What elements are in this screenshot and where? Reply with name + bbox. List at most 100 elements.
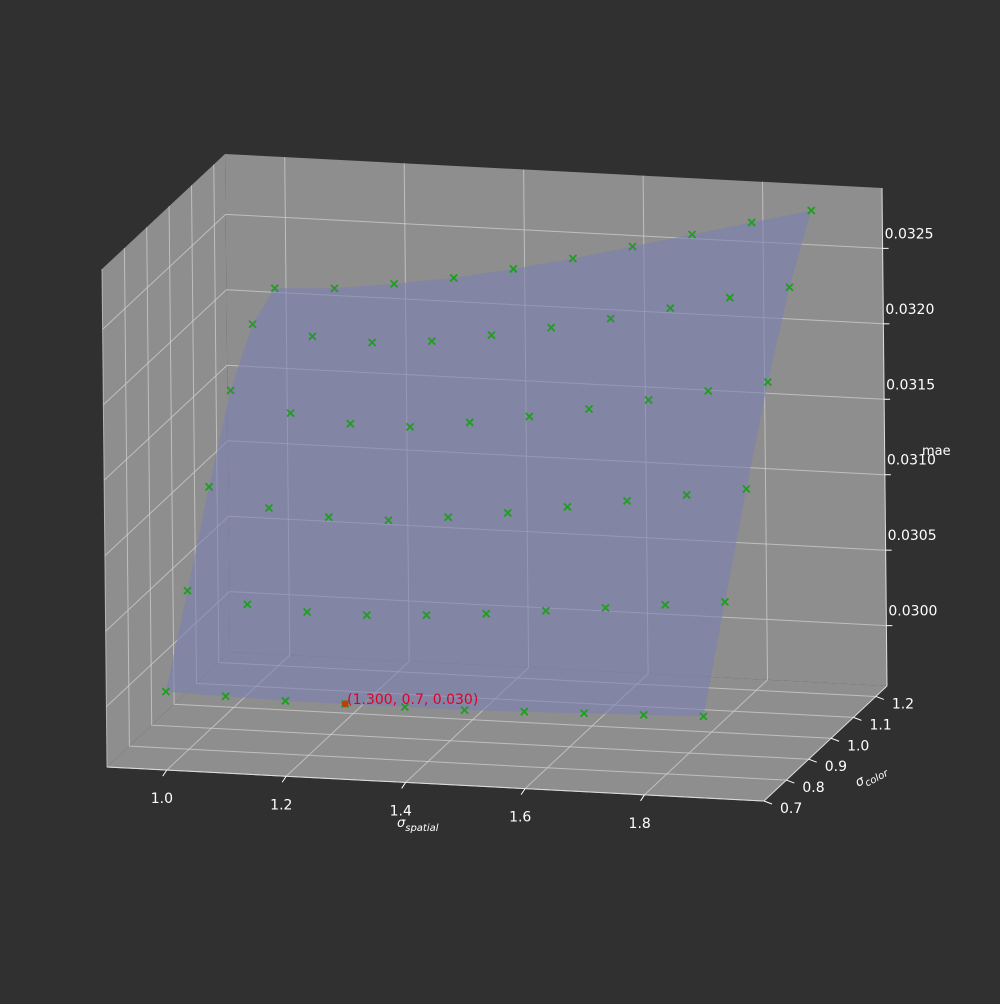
y-tick-label: 0.7: [780, 801, 802, 817]
data-points-layer: (1.300, 0.7, 0.030): [161, 206, 816, 721]
data-point-marker: [405, 422, 415, 432]
data-point-marker: [400, 702, 410, 712]
data-point-marker: [324, 513, 333, 522]
data-point-marker: [606, 314, 615, 323]
x-tick-mark: [520, 788, 526, 795]
data-point-marker: [308, 332, 317, 341]
data-point-marker: [302, 607, 312, 617]
data-point-marker: [704, 386, 713, 396]
tick-labels-layer: 1.0 1.2 1.4 1.6 1.80.70.80.91.01.11.20.03000…: [151, 226, 938, 831]
data-point-marker: [503, 508, 512, 517]
y-tick-mark: [853, 716, 862, 721]
data-point-marker: [427, 336, 436, 346]
data-point-marker: [763, 377, 772, 387]
data-point-marker: [807, 206, 816, 215]
highlight-point: [341, 700, 349, 708]
data-point-marker: [568, 254, 578, 263]
x-tick-label: 1.2: [270, 797, 292, 813]
x-axis-label: spatial: [405, 823, 439, 834]
z-tick-label: 0.0320: [885, 302, 934, 318]
x-tick-mark: [640, 794, 645, 802]
data-point-marker: [785, 283, 794, 292]
surface-layer: [165, 210, 812, 717]
data-point-marker: [367, 338, 377, 347]
data-point-marker: [460, 705, 469, 715]
data-point-marker: [264, 503, 274, 513]
y-grid-line: [168, 206, 832, 739]
data-point-marker: [525, 412, 534, 421]
data-point-marker: [449, 273, 458, 283]
data-point-marker: [161, 687, 171, 696]
y-tick-mark: [808, 758, 817, 763]
y-tick-mark: [830, 737, 840, 742]
data-point-marker: [286, 409, 295, 418]
data-point-marker: [389, 279, 399, 289]
data-point-marker: [601, 603, 610, 612]
data-point-marker: [422, 611, 431, 620]
x-tick-mark: [281, 775, 287, 783]
data-point-marker: [221, 692, 230, 701]
data-point-marker: [687, 230, 697, 239]
y-tick-label: 0.9: [825, 759, 847, 775]
data-point-marker: [204, 482, 214, 491]
fitted-surface: [165, 210, 812, 717]
data-point-marker: [248, 320, 257, 329]
data-point-marker: [563, 502, 572, 512]
data-point-marker: [443, 513, 453, 522]
y-grid-line: [146, 227, 809, 760]
data-point-marker: [628, 242, 637, 251]
x-axis-title: σspatial: [397, 816, 439, 834]
x-tick-label: 1.8: [629, 816, 651, 832]
data-point-marker: [644, 395, 653, 405]
data-point-marker: [682, 490, 691, 500]
data-point-marker: [281, 696, 290, 705]
x-tick-mark: [401, 782, 407, 789]
data-point-marker: [509, 264, 518, 274]
z-axis-label: mae: [922, 444, 951, 459]
data-point-marker: [330, 284, 339, 293]
x-tick-label: 1.4: [390, 803, 412, 819]
x-axis-line: [106, 766, 765, 802]
z-tick-label: 0.0315: [886, 377, 935, 393]
data-point-marker: [720, 597, 730, 607]
y-tick-label: 1.1: [869, 717, 891, 733]
z-grid-line: [102, 213, 883, 330]
data-point-marker: [482, 609, 491, 618]
x-tick-label: 1.6: [509, 810, 531, 826]
data-point-marker: [747, 218, 756, 227]
data-point-marker: [520, 707, 529, 716]
data-point-marker: [541, 606, 551, 615]
y-tick-label: 1.2: [892, 696, 914, 712]
data-point-marker: [243, 600, 252, 609]
x-tick-mark: [162, 769, 168, 777]
data-point-marker: [226, 386, 235, 395]
y-axis-title: σcolor: [853, 761, 891, 793]
z-tick-label: 0.0300: [888, 604, 937, 620]
data-point-marker: [270, 284, 279, 293]
data-point-marker: [346, 419, 355, 428]
data-point-marker: [666, 304, 675, 313]
y-axis-label: color: [863, 768, 891, 790]
z-tick-label: 0.0310: [887, 453, 936, 469]
z-tick-label: 0.0305: [888, 528, 937, 544]
y-tick-mark: [875, 695, 884, 700]
data-point-marker: [725, 293, 734, 302]
z-axis-line: [881, 187, 888, 687]
x-axis-symbol: σ: [397, 816, 406, 831]
data-point-marker: [742, 484, 751, 494]
data-point-marker: [465, 418, 474, 427]
z-tick-label: 0.0325: [885, 226, 934, 242]
y-tick-mark: [763, 800, 773, 805]
y-tick-label: 0.8: [802, 780, 824, 796]
data-point-marker: [362, 610, 371, 620]
data-point-marker: [622, 496, 632, 506]
x-tick-label: 1.0: [151, 791, 173, 807]
y-axis-line: [763, 685, 888, 802]
data-point-marker: [639, 710, 648, 719]
data-point-marker: [546, 323, 556, 332]
data-point-marker: [579, 709, 589, 718]
data-point-marker: [183, 586, 192, 595]
highlight-label: (1.300, 0.7, 0.030): [347, 692, 478, 708]
